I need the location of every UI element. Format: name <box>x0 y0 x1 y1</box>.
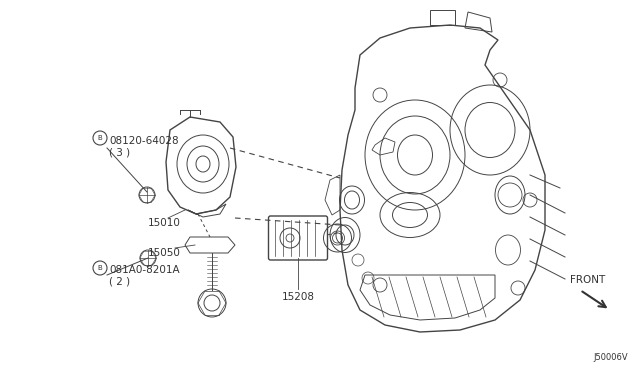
Text: B: B <box>98 135 102 141</box>
Text: B: B <box>98 265 102 271</box>
Text: 15208: 15208 <box>282 292 314 302</box>
Text: 081A0-8201A
( 2 ): 081A0-8201A ( 2 ) <box>109 265 180 286</box>
Text: 08120-64028
( 3 ): 08120-64028 ( 3 ) <box>109 136 179 158</box>
Text: 15010: 15010 <box>148 218 181 228</box>
Text: 15050: 15050 <box>148 248 181 258</box>
Text: FRONT: FRONT <box>570 275 605 285</box>
Text: J50006V: J50006V <box>593 353 628 362</box>
